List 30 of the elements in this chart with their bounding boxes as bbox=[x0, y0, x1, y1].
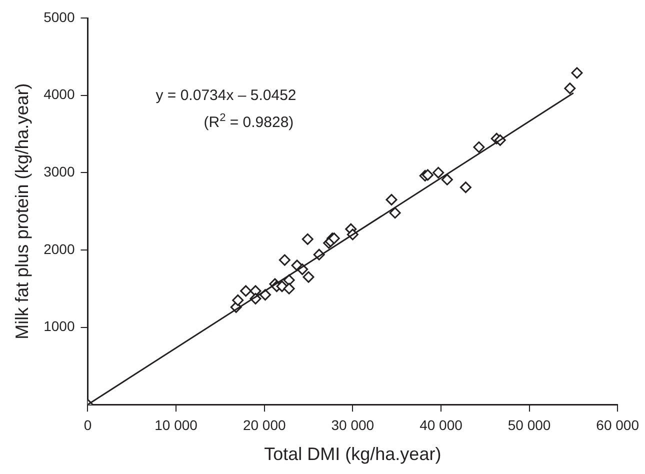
point bbox=[302, 233, 314, 245]
x-tick-label: 40 000 bbox=[420, 416, 463, 433]
y-tick-label: 5000 bbox=[44, 8, 75, 25]
y-axis-title: Milk fat plus protein (kg/ha.year) bbox=[12, 83, 32, 340]
x-tick-label: 30 000 bbox=[331, 416, 374, 433]
x-tick-label: 10 000 bbox=[154, 416, 198, 433]
point bbox=[389, 207, 401, 219]
x-tick-label: 0 bbox=[84, 416, 92, 433]
x-axis-title: Total DMI (kg/ha.year) bbox=[264, 444, 442, 464]
point bbox=[240, 285, 252, 297]
point bbox=[386, 194, 398, 206]
point bbox=[460, 182, 472, 194]
point bbox=[564, 82, 576, 94]
point bbox=[422, 169, 434, 181]
x-tick-label: 60 000 bbox=[596, 416, 640, 433]
x-tick-label: 20 000 bbox=[242, 416, 286, 433]
x-tick-label: 50 000 bbox=[508, 416, 551, 433]
point bbox=[441, 174, 453, 186]
point bbox=[302, 271, 314, 283]
point bbox=[432, 166, 444, 178]
annotation: y = 0.0734x – 5.0452 bbox=[156, 87, 296, 104]
y-tick-label: 4000 bbox=[44, 86, 75, 102]
y-tick-label: 2000 bbox=[44, 240, 75, 257]
y-tick-label: 1000 bbox=[44, 318, 75, 334]
point bbox=[283, 282, 295, 294]
y-tick-label: 3000 bbox=[44, 164, 75, 180]
point bbox=[571, 67, 583, 79]
point bbox=[232, 294, 244, 306]
point bbox=[278, 254, 290, 266]
point bbox=[473, 141, 485, 153]
